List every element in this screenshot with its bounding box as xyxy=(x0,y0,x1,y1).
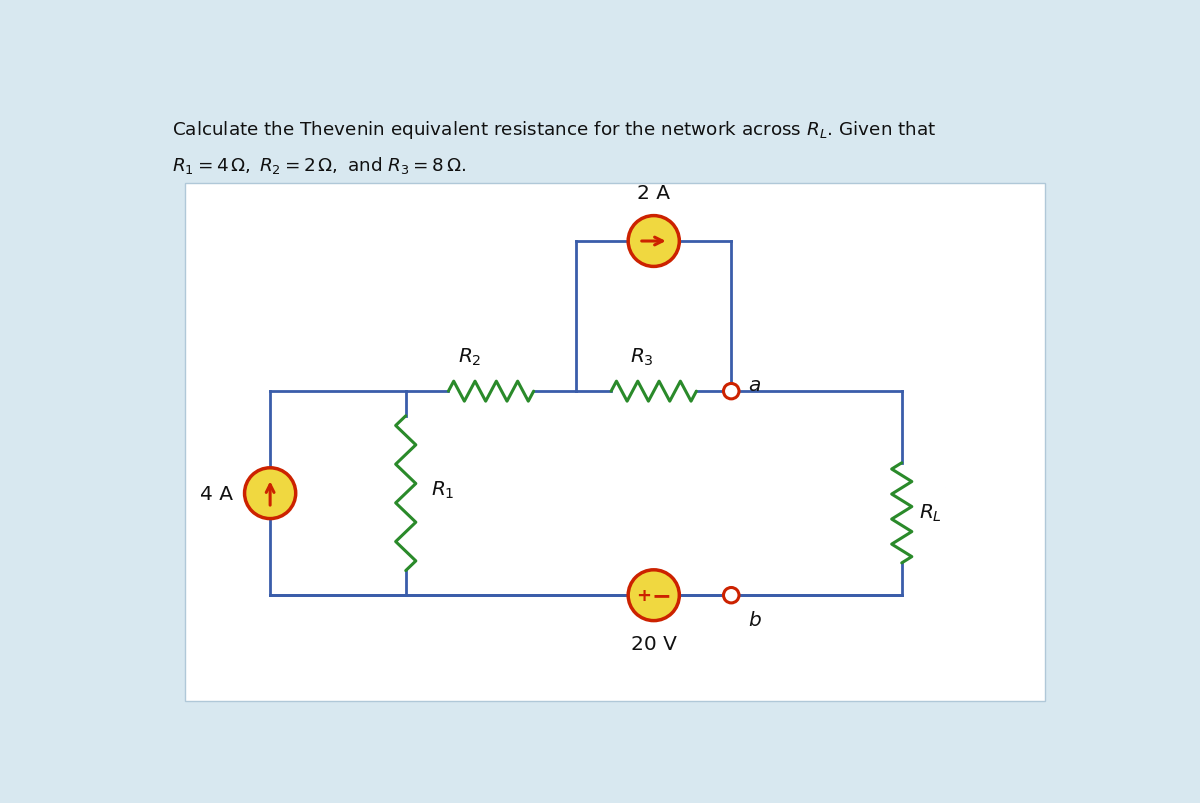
FancyBboxPatch shape xyxy=(185,184,1045,701)
Circle shape xyxy=(628,216,679,267)
Text: $R_1$: $R_1$ xyxy=(431,479,454,500)
Text: 20 V: 20 V xyxy=(631,634,677,654)
Circle shape xyxy=(628,570,679,621)
Text: $b$: $b$ xyxy=(749,610,762,630)
Circle shape xyxy=(724,384,739,399)
Text: $R_3$: $R_3$ xyxy=(630,346,654,367)
Text: $a$: $a$ xyxy=(749,376,761,395)
Circle shape xyxy=(245,468,295,519)
Text: +: + xyxy=(636,586,652,605)
Text: $R_L$: $R_L$ xyxy=(919,503,942,524)
Text: $R_2$: $R_2$ xyxy=(457,346,481,367)
Text: 4 A: 4 A xyxy=(200,484,233,503)
Text: $R_1 = 4\,\Omega,\; R_2 = 2\,\Omega,$ and $R_3 = 8\,\Omega.$: $R_1 = 4\,\Omega,\; R_2 = 2\,\Omega,$ an… xyxy=(172,155,466,176)
Circle shape xyxy=(724,588,739,603)
Text: Calculate the Thevenin equivalent resistance for the network across $R_L$. Given: Calculate the Thevenin equivalent resist… xyxy=(172,119,936,141)
Text: −: − xyxy=(652,584,671,607)
Text: 2 A: 2 A xyxy=(637,184,671,202)
